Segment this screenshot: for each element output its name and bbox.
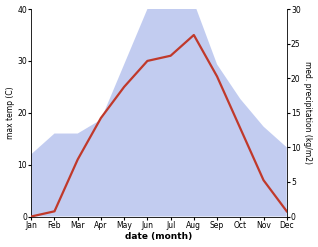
X-axis label: date (month): date (month) <box>125 232 193 242</box>
Y-axis label: max temp (C): max temp (C) <box>5 86 15 139</box>
Y-axis label: med. precipitation (kg/m2): med. precipitation (kg/m2) <box>303 61 313 164</box>
